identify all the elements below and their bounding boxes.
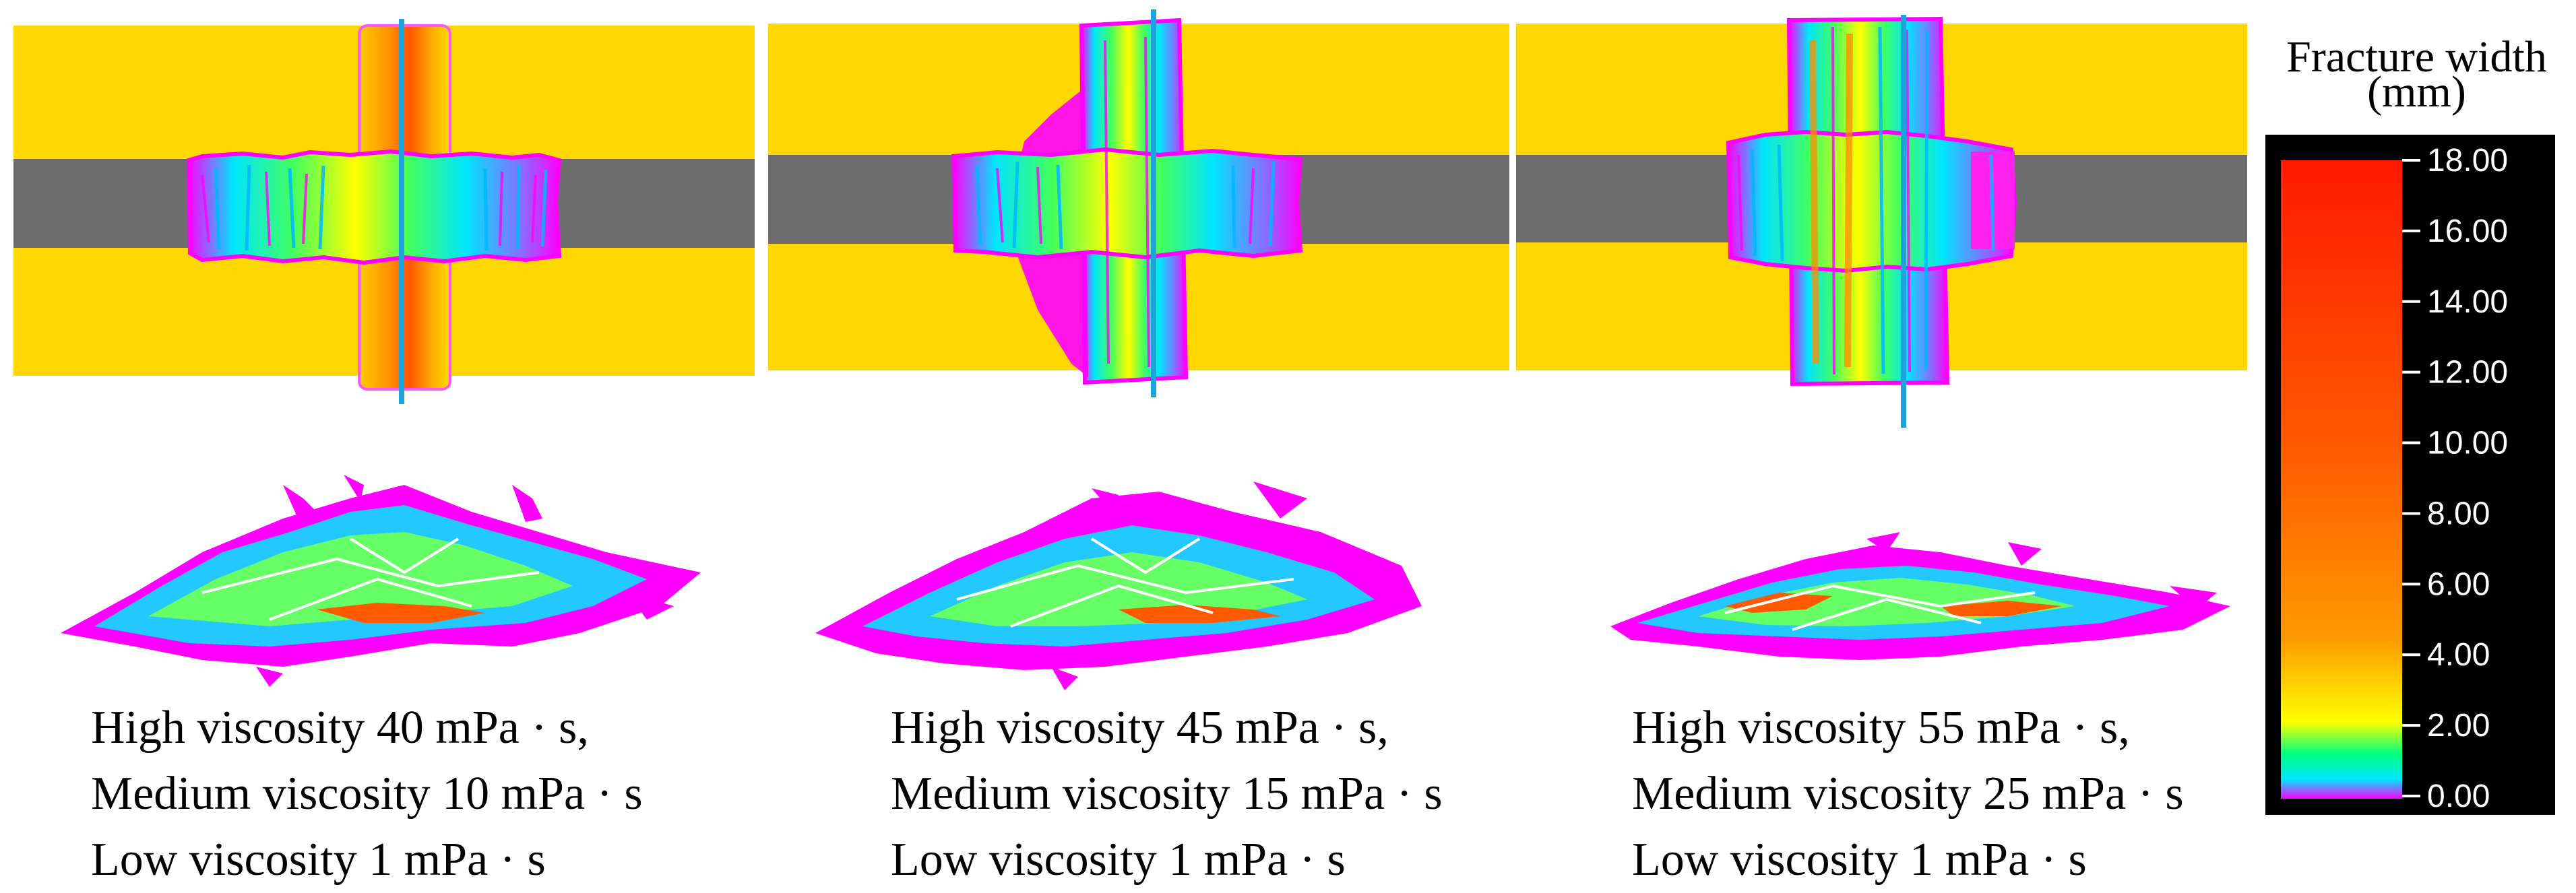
top-view-panel-2 [768,9,1509,397]
caption-high: High viscosity 45 mPa · s, [891,702,1389,754]
legend-title-line1: Fracture width [2286,32,2547,81]
caption-medium: Medium viscosity 25 mPa · s [1632,768,2184,820]
caption-medium: Medium viscosity 10 mPa · s [91,768,643,820]
legend-tick-label: 4.00 [2427,637,2490,673]
caption-low: Low viscosity 1 mPa · s [1632,834,2087,886]
legend-tick-label: 10.00 [2427,426,2508,461]
top-view-panel-1 [13,19,755,404]
legend-ticks: 18.00 16.00 14.00 12.00 10.00 8.00 6.00 4.00 2.0… [2402,143,2508,814]
caption-high: High viscosity 55 mPa · s, [1632,702,2130,754]
caption-high: High viscosity 40 mPa · s, [91,702,589,754]
top-view-panel-3 [1516,15,2247,428]
caption-low: Low viscosity 1 mPa · s [91,834,546,886]
legend-tick-label: 8.00 [2427,496,2490,531]
fracture-network-panel-2 [815,482,1422,690]
legend-tick-label: 12.00 [2427,355,2508,391]
caption-low: Low viscosity 1 mPa · s [891,834,1346,886]
legend-tick-label: 2.00 [2427,708,2490,743]
legend-tick-label: 0.00 [2427,779,2490,814]
fracture-zone [951,147,1303,260]
fracture-network-panel-1 [61,475,701,687]
legend-title-line2: (mm) [2367,67,2466,117]
legend-tick-label: 6.00 [2427,566,2490,602]
fracture-network-panel-3 [1610,532,2230,660]
caption-medium: Medium viscosity 15 mPa · s [891,768,1443,820]
legend-tick-label: 14.00 [2427,284,2508,320]
legend-tick-label: 16.00 [2427,213,2508,249]
legend-tick-label: 18.00 [2427,143,2508,178]
caption-panel-3: High viscosity 55 mPa · s, Medium viscos… [1632,695,2184,893]
fracture-zone [186,149,562,265]
color-legend: 18.00 16.00 14.00 12.00 10.00 8.00 6.00 4.00 2.0… [2265,135,2555,815]
caption-panel-1: High viscosity 40 mPa · s, Medium viscos… [91,695,643,893]
caption-panel-2: High viscosity 45 mPa · s, Medium viscos… [891,695,1443,893]
legend-colorbar [2281,160,2402,799]
legend-title: Fracture width (mm) [2257,32,2576,117]
